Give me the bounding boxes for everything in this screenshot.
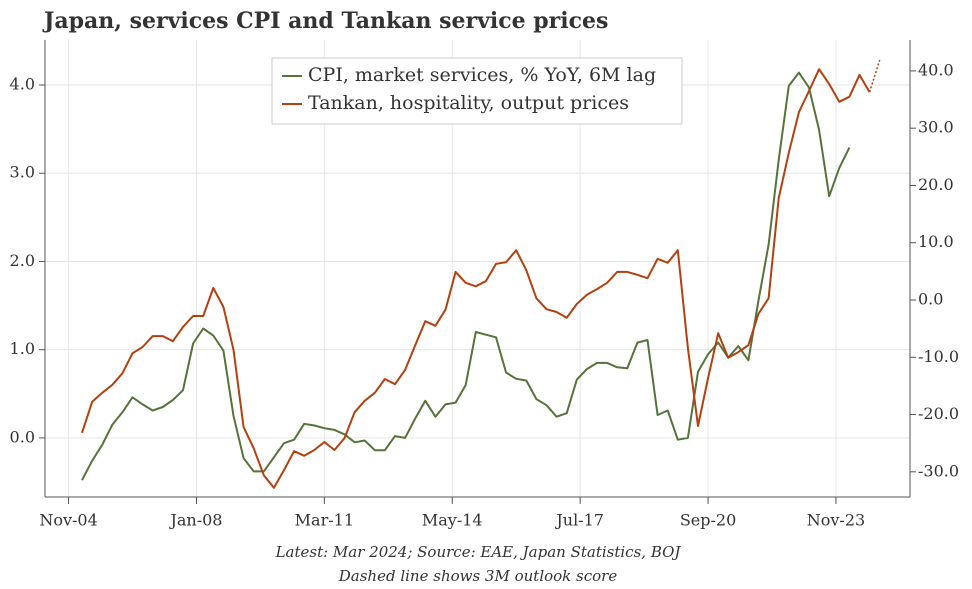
x-tick-label: Mar-11	[295, 511, 354, 530]
y-tick-label: 3.0	[10, 163, 35, 182]
x-tick-label: Sep-20	[680, 511, 736, 530]
legend-label: CPI, market services, % YoY, 6M lag	[308, 64, 656, 86]
x-tick-label: Jul-17	[554, 511, 604, 530]
series-line	[81, 68, 871, 489]
x-tick-label: Jan-08	[168, 511, 222, 530]
y2-tick-label: 0.0	[918, 289, 943, 308]
y-tick-label: 2.0	[10, 251, 35, 270]
legend-box	[271, 57, 683, 125]
y2-tick-label: 30.0	[918, 118, 954, 137]
source-note: Latest: Mar 2024; Source: EAE, Japan Sta…	[275, 543, 682, 561]
y2-tick-label: -20.0	[918, 404, 959, 423]
x-tick-label: Nov-23	[807, 511, 865, 530]
chart-title: Japan, services CPI and Tankan service p…	[42, 8, 608, 34]
outlook-line	[868, 59, 881, 93]
y2-tick-label: -10.0	[918, 347, 959, 366]
y-tick-label: 4.0	[10, 74, 35, 93]
legend-label: Tankan, hospitality, output prices	[308, 92, 629, 114]
x-tick-label: Nov-04	[39, 511, 97, 530]
dash-note: Dashed line shows 3M outlook score	[338, 567, 618, 585]
series-line	[81, 71, 851, 481]
y-tick-label: 0.0	[10, 427, 35, 446]
x-tick-label: May-14	[422, 511, 483, 530]
y-tick-label: 1.0	[10, 339, 35, 358]
y2-tick-label: 20.0	[918, 175, 954, 194]
y2-tick-label: -30.0	[918, 461, 959, 480]
y2-tick-label: 40.0	[918, 60, 954, 79]
legend: CPI, market services, % YoY, 6M lag Tanka…	[271, 57, 683, 125]
y2-tick-label: 10.0	[918, 232, 954, 251]
